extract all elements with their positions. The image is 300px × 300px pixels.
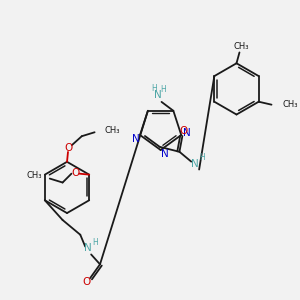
Text: H: H [160,85,166,94]
Text: N: N [132,134,140,144]
Text: H: H [92,238,98,247]
Text: O: O [179,126,188,136]
Text: CH₃: CH₃ [104,126,120,135]
Text: N: N [84,243,92,253]
Text: CH₃: CH₃ [234,42,249,51]
Text: N: N [161,149,168,159]
Text: H: H [151,84,157,93]
Text: O: O [71,168,80,178]
Text: N: N [154,90,161,100]
Text: CH₃: CH₃ [26,171,42,180]
Text: N: N [191,159,199,169]
Text: H: H [199,153,205,162]
Text: N: N [183,128,191,138]
Text: O: O [65,143,73,153]
Text: CH₃: CH₃ [282,100,298,109]
Text: O: O [82,277,90,287]
